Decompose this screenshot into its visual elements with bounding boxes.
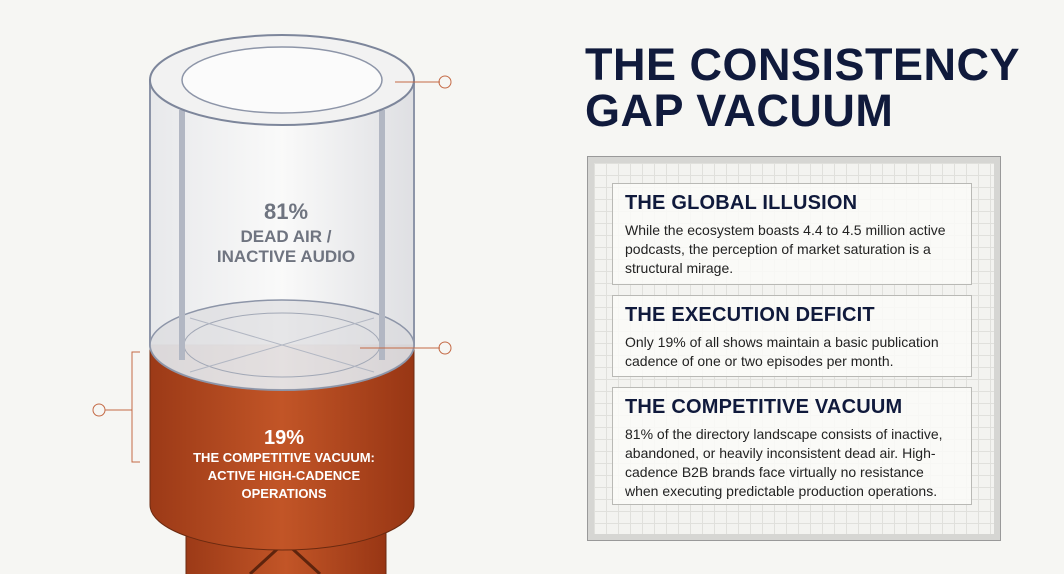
upper-value: 81% xyxy=(264,199,308,224)
panel: THE GLOBAL ILLUSION While the ecosystem … xyxy=(612,183,972,285)
top-opening xyxy=(181,46,383,114)
upper-label: INACTIVE AUDIO xyxy=(217,247,355,266)
panel-heading: THE EXECUTION DEFICIT xyxy=(625,304,875,326)
panel-heading: THE COMPETITIVE VACUUM xyxy=(625,396,903,418)
panel: THE COMPETITIVE VACUUM 81% of the direct… xyxy=(612,387,972,505)
panel-body: 81% of the directory landscape consists … xyxy=(625,426,943,499)
divider-cross xyxy=(189,317,375,373)
panel-body: While the ecosystem boasts 4.4 to 4.5 mi… xyxy=(625,222,946,276)
annotations xyxy=(92,75,452,463)
title-line: THE CONSISTENCY xyxy=(585,39,1021,90)
upper-label: DEAD AIR / xyxy=(241,227,332,246)
panel-heading: THE GLOBAL ILLUSION xyxy=(625,192,858,214)
lower-label: THE COMPETITIVE VACUUM: xyxy=(193,450,375,465)
panel-body: Only 19% of all shows maintain a basic p… xyxy=(625,334,939,369)
lower-value: 19% xyxy=(264,427,304,449)
title: THE CONSISTENCY GAP VACUUM xyxy=(585,42,1020,134)
lower-label: OPERATIONS xyxy=(242,486,327,501)
lower-label: ACTIVE HIGH-CADENCE xyxy=(208,468,361,483)
cylinder-diagram: 81% DEAD AIR / INACTIVE AUDIO 19% THE CO… xyxy=(92,34,452,574)
title-line: GAP VACUUM xyxy=(585,85,894,136)
lower-segment xyxy=(149,344,415,551)
panel: THE EXECUTION DEFICIT Only 19% of all sh… xyxy=(612,295,972,377)
